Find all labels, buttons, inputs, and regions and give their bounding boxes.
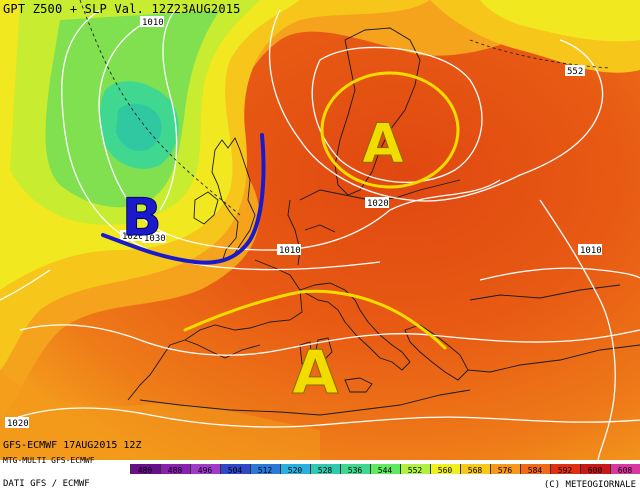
legend-tick-label: 528 (317, 466, 333, 475)
contour-label-552-text: 552 (567, 67, 583, 77)
isobar-label-text: 1020 (367, 199, 389, 209)
high-pressure-label-north: A (362, 112, 404, 175)
legend-tick-label: 576 (497, 466, 513, 475)
copyright: (C) METEOGIORNALE (543, 480, 636, 490)
legend-swatch (280, 464, 310, 474)
legend-tick-label: 608 (617, 466, 633, 475)
isobar-label: 1030 (142, 232, 166, 244)
isobar-label: 1020 (5, 417, 29, 429)
legend-tick-label: 496 (197, 466, 213, 475)
legend-swatch (370, 464, 400, 474)
legend-swatch (400, 464, 430, 474)
isobar-label: 1010 (578, 244, 602, 256)
legend-swatch (580, 464, 610, 474)
isobar-label: 1010 (140, 16, 164, 28)
legend-tick-label: 568 (467, 466, 483, 475)
isobar-label: 1020 (365, 197, 389, 209)
legend-swatch (340, 464, 370, 474)
legend-swatch (160, 464, 190, 474)
isobar-label-text: 1010 (580, 246, 602, 256)
data-source: DATI GFS / ECMWF (3, 479, 90, 489)
legend-tick-label: 584 (527, 466, 543, 475)
isobar-label-text: 1010 (279, 246, 301, 256)
isobar-label-group: 1010 1020 1010 1010 1020 1020 (5, 16, 602, 429)
legend-swatch (460, 464, 490, 474)
ridge-line (183, 289, 447, 350)
high-pressure-circle (320, 71, 460, 189)
model-info: MTG-MULTI GFS-ECMWF (3, 456, 95, 465)
legend-tick-label: 480 (137, 466, 153, 475)
high-pressure-label-south: A (292, 338, 339, 408)
legend-swatch (130, 464, 160, 474)
legend-swatch (190, 464, 220, 474)
run-info: GFS-ECMWF 17AUG2015 12Z (3, 440, 142, 451)
isobar-label: 1020 (120, 230, 144, 242)
isobars (0, 9, 640, 460)
legend-tick-label: 512 (257, 466, 273, 475)
isobar-label: 1010 (277, 244, 301, 256)
legend-ticks: 480 488 496 504 512 520 528 536 544 552 560 568 576 5… (130, 466, 640, 475)
legend-tick-label: 536 (347, 466, 363, 475)
legend-swatch (310, 464, 340, 474)
legend-tick-label: 504 (227, 466, 243, 475)
legend-tick-label: 544 (377, 466, 393, 475)
z500-552-contour-ne (469, 39, 611, 69)
legend-tick-label: 520 (287, 466, 303, 475)
isobar-label-text: 1030 (144, 234, 166, 244)
z500-band-536 (116, 103, 162, 151)
color-legend (130, 464, 640, 478)
map-title: GPT Z500 + SLP Val. 12Z23AUG2015 (3, 2, 241, 16)
legend-tick-label: 488 (167, 466, 183, 475)
legend-swatch (550, 464, 580, 474)
legend-swatch (430, 464, 460, 474)
geopotential-map: 1010 1020 1010 1010 1020 1020 (0, 0, 640, 460)
legend-tick-label: 552 (407, 466, 423, 475)
legend-swatch (220, 464, 250, 474)
z500-band-ne-568 (480, 0, 640, 42)
contour-label-552: 552 (565, 65, 585, 77)
z500-south-band (0, 370, 320, 460)
isobar-label-text: 1010 (142, 18, 164, 28)
legend-swatch (610, 464, 640, 474)
isobar-label-text: 1020 (7, 419, 29, 429)
legend-swatch (250, 464, 280, 474)
low-pressure-label: B (122, 188, 162, 248)
z500-552-contour (79, 0, 241, 216)
legend-tick-label: 592 (557, 466, 573, 475)
legend-tick-label: 560 (437, 466, 453, 475)
legend-tick-label: 600 (587, 466, 603, 475)
legend-swatch (520, 464, 550, 474)
isobar-label-text: 1020 (122, 232, 144, 242)
trough-line (101, 133, 266, 265)
legend-swatch (490, 464, 520, 474)
